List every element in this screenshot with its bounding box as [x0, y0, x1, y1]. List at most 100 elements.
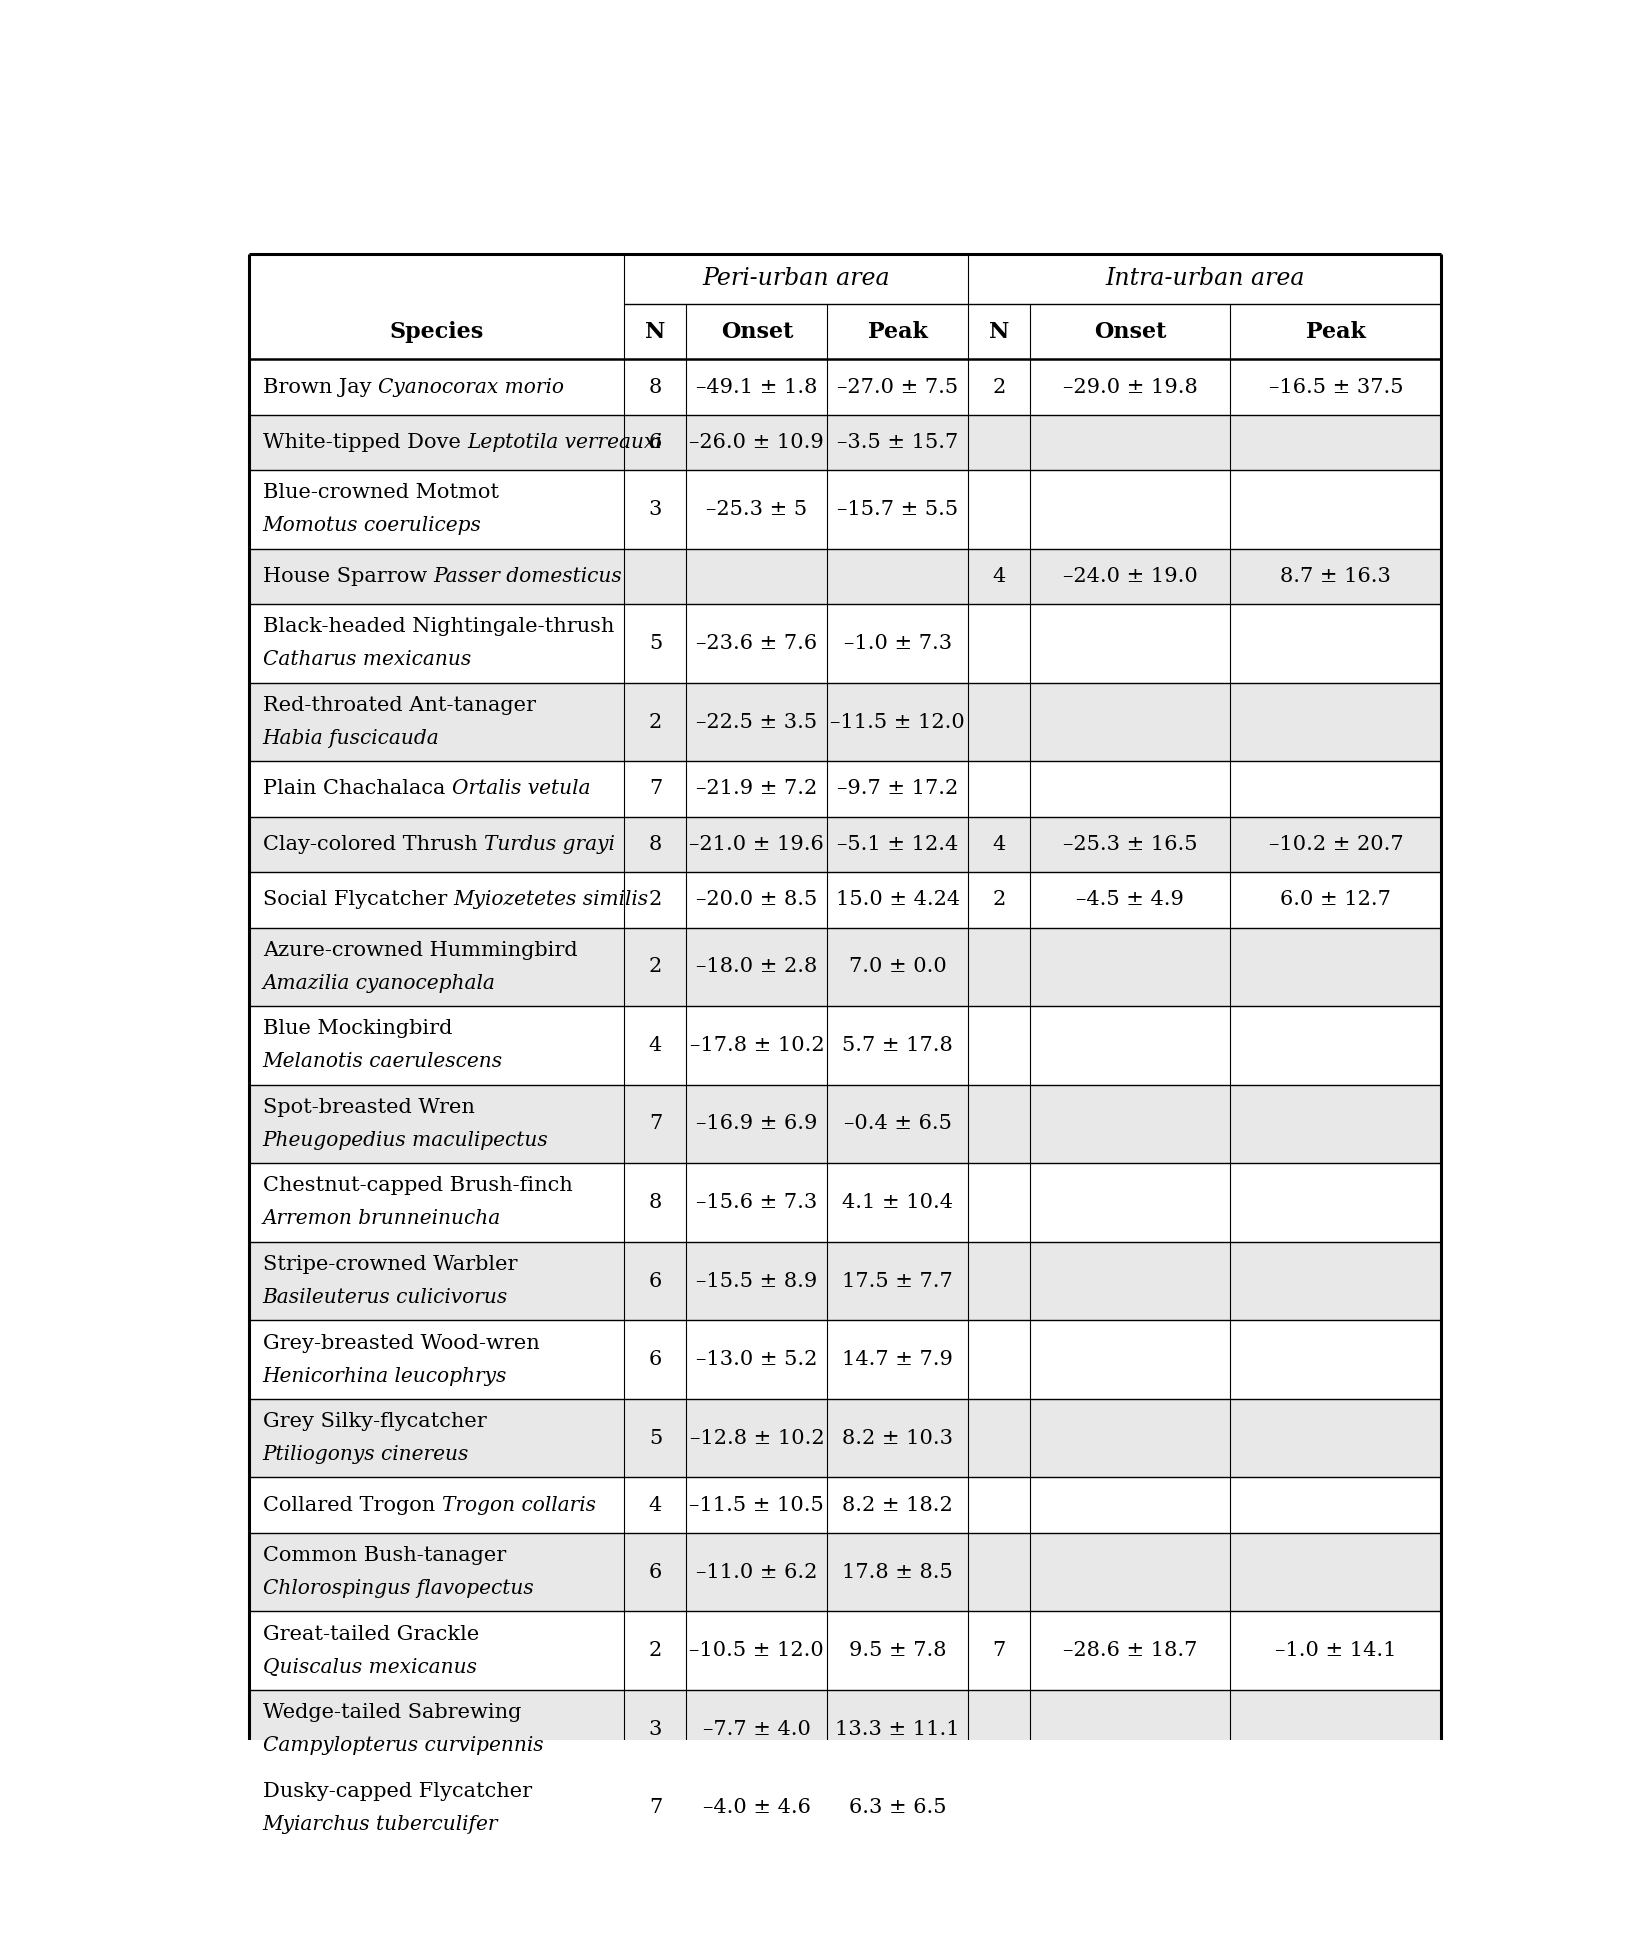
Text: 2: 2: [648, 1640, 662, 1660]
Text: White-tipped Dove: White-tipped Dove: [262, 432, 466, 452]
Text: –4.0 ± 4.6: –4.0 ± 4.6: [702, 1799, 811, 1818]
Text: Pheugopedius maculipectus: Pheugopedius maculipectus: [262, 1130, 549, 1150]
Text: 5.7 ± 17.8: 5.7 ± 17.8: [842, 1036, 953, 1056]
Bar: [249, 1163, 1440, 1241]
Text: Cyanocorax morio: Cyanocorax morio: [377, 377, 564, 397]
Text: Collared Trogon: Collared Trogon: [262, 1496, 442, 1515]
Text: –7.7 ± 4.0: –7.7 ± 4.0: [702, 1720, 811, 1738]
Text: –13.0 ± 5.2: –13.0 ± 5.2: [695, 1351, 817, 1368]
Bar: [249, 604, 1440, 682]
Text: Blue Mockingbird: Blue Mockingbird: [262, 1019, 452, 1038]
Text: Black-headed Nightingale-thrush: Black-headed Nightingale-thrush: [262, 618, 613, 637]
Bar: [249, 1241, 1440, 1320]
Text: 4: 4: [992, 567, 1005, 586]
Bar: [249, 414, 1440, 471]
Text: Myiarchus tuberculifer: Myiarchus tuberculifer: [262, 1814, 498, 1834]
Text: Blue-crowned Motmot: Blue-crowned Motmot: [262, 483, 498, 502]
Text: –5.1 ± 12.4: –5.1 ± 12.4: [837, 835, 957, 854]
Text: 5: 5: [648, 633, 662, 653]
Text: –11.5 ± 12.0: –11.5 ± 12.0: [829, 712, 964, 731]
Text: Myiozetetes similis: Myiozetetes similis: [453, 890, 648, 909]
Text: 2: 2: [648, 712, 662, 731]
Text: Basileuterus culicivorus: Basileuterus culicivorus: [262, 1288, 508, 1308]
Text: –1.0 ± 14.1: –1.0 ± 14.1: [1274, 1640, 1396, 1660]
Text: Passer domesticus: Passer domesticus: [433, 567, 621, 586]
Text: 17.5 ± 7.7: 17.5 ± 7.7: [842, 1271, 953, 1290]
Text: 14.7 ± 7.9: 14.7 ± 7.9: [842, 1351, 953, 1368]
Text: 6: 6: [648, 1562, 662, 1582]
Text: –49.1 ± 1.8: –49.1 ± 1.8: [695, 377, 817, 397]
Text: Azure-crowned Hummingbird: Azure-crowned Hummingbird: [262, 940, 577, 960]
Text: 8: 8: [648, 835, 662, 854]
Text: 8: 8: [648, 377, 662, 397]
Text: 6.0 ± 12.7: 6.0 ± 12.7: [1280, 890, 1391, 909]
Text: –10.5 ± 12.0: –10.5 ± 12.0: [689, 1640, 824, 1660]
Text: –11.0 ± 6.2: –11.0 ± 6.2: [695, 1562, 817, 1582]
Text: –24.0 ± 19.0: –24.0 ± 19.0: [1063, 567, 1196, 586]
Text: 7: 7: [648, 1799, 662, 1818]
Text: Ortalis vetula: Ortalis vetula: [452, 780, 590, 798]
Bar: [249, 471, 1440, 549]
Text: –16.5 ± 37.5: –16.5 ± 37.5: [1267, 377, 1402, 397]
Bar: [249, 1085, 1440, 1163]
Text: 7: 7: [648, 780, 662, 798]
Text: 5: 5: [648, 1429, 662, 1447]
Text: 6.3 ± 6.5: 6.3 ± 6.5: [849, 1799, 946, 1818]
Text: 8.2 ± 18.2: 8.2 ± 18.2: [842, 1496, 953, 1515]
Text: Great-tailed Grackle: Great-tailed Grackle: [262, 1625, 478, 1644]
Text: –12.8 ± 10.2: –12.8 ± 10.2: [689, 1429, 824, 1447]
Text: –1.0 ± 7.3: –1.0 ± 7.3: [844, 633, 951, 653]
Text: 4.1 ± 10.4: 4.1 ± 10.4: [842, 1193, 953, 1212]
Text: 3: 3: [648, 1720, 662, 1738]
Text: Spot-breasted Wren: Spot-breasted Wren: [262, 1099, 475, 1116]
Text: Species: Species: [389, 321, 483, 342]
Text: Plain Chachalaca: Plain Chachalaca: [262, 780, 452, 798]
Text: –21.9 ± 7.2: –21.9 ± 7.2: [695, 780, 817, 798]
Text: Melanotis caerulescens: Melanotis caerulescens: [262, 1052, 503, 1071]
Bar: [249, 549, 1440, 604]
Text: –16.9 ± 6.9: –16.9 ± 6.9: [695, 1114, 817, 1134]
Text: Wedge-tailed Sabrewing: Wedge-tailed Sabrewing: [262, 1703, 521, 1722]
Bar: [249, 1533, 1440, 1611]
Text: –10.2 ± 20.7: –10.2 ± 20.7: [1267, 835, 1402, 854]
Text: –15.7 ± 5.5: –15.7 ± 5.5: [837, 500, 957, 518]
Text: –18.0 ± 2.8: –18.0 ± 2.8: [695, 958, 817, 976]
Bar: [249, 1400, 1440, 1478]
Bar: [249, 360, 1440, 414]
Text: Chestnut-capped Brush-finch: Chestnut-capped Brush-finch: [262, 1177, 572, 1196]
Text: –20.0 ± 8.5: –20.0 ± 8.5: [695, 890, 817, 909]
Text: Turdus grayi: Turdus grayi: [485, 835, 615, 854]
Text: Onset: Onset: [1093, 321, 1165, 342]
Text: N: N: [989, 321, 1009, 342]
Text: –9.7 ± 17.2: –9.7 ± 17.2: [837, 780, 957, 798]
Text: 17.8 ± 8.5: 17.8 ± 8.5: [842, 1562, 953, 1582]
Text: 13.3 ± 11.1: 13.3 ± 11.1: [836, 1720, 959, 1738]
Text: 7: 7: [992, 1640, 1005, 1660]
Text: 6: 6: [648, 1271, 662, 1290]
Text: Momotus coeruliceps: Momotus coeruliceps: [262, 516, 481, 536]
Text: House Sparrow: House Sparrow: [262, 567, 433, 586]
Text: Stripe-crowned Warbler: Stripe-crowned Warbler: [262, 1255, 517, 1275]
Text: Common Bush-tanager: Common Bush-tanager: [262, 1546, 506, 1566]
Text: 9.5 ± 7.8: 9.5 ± 7.8: [849, 1640, 946, 1660]
Text: –22.5 ± 3.5: –22.5 ± 3.5: [695, 712, 817, 731]
Text: –27.0 ± 7.5: –27.0 ± 7.5: [837, 377, 957, 397]
Text: 4: 4: [992, 835, 1005, 854]
Text: 15.0 ± 4.24: 15.0 ± 4.24: [836, 890, 959, 909]
Text: Ptiliogonys cinereus: Ptiliogonys cinereus: [262, 1445, 468, 1464]
Text: Brown Jay: Brown Jay: [262, 377, 377, 397]
Text: Campylopterus curvipennis: Campylopterus curvipennis: [262, 1736, 542, 1756]
Bar: [249, 1320, 1440, 1400]
Bar: [249, 1611, 1440, 1689]
Text: Red-throated Ant-tanager: Red-throated Ant-tanager: [262, 696, 536, 716]
Text: –11.5 ± 10.5: –11.5 ± 10.5: [689, 1496, 824, 1515]
Text: Peak: Peak: [867, 321, 926, 342]
Text: –23.6 ± 7.6: –23.6 ± 7.6: [695, 633, 817, 653]
Text: Chlorospingus flavopectus: Chlorospingus flavopectus: [262, 1580, 532, 1597]
Text: –26.0 ± 10.9: –26.0 ± 10.9: [689, 432, 824, 452]
Text: Clay-colored Thrush: Clay-colored Thrush: [262, 835, 485, 854]
Text: 2: 2: [992, 890, 1005, 909]
Text: –25.3 ± 16.5: –25.3 ± 16.5: [1063, 835, 1196, 854]
Text: 7: 7: [648, 1114, 662, 1134]
Text: Intra-urban area: Intra-urban area: [1104, 268, 1304, 291]
